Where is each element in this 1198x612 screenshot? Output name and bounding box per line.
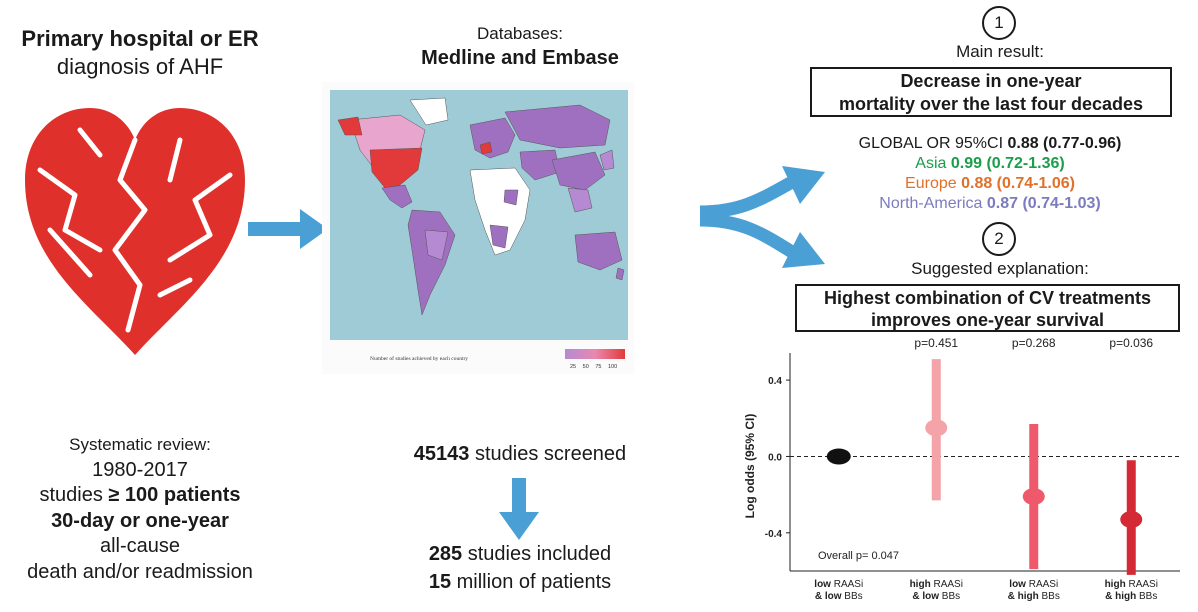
included-text: studies included [462, 543, 611, 565]
europe-label: Europe [905, 175, 961, 192]
suggested-line2: improves one-year survival [797, 309, 1178, 331]
main-result-line1: Decrease in one-year [812, 70, 1170, 93]
category-label: & low BBs [815, 591, 863, 602]
north-america-result: North-America 0.87 (0.74-1.03) [800, 194, 1180, 214]
p-value-label: p=0.451 [914, 336, 958, 350]
p-value-label: p=0.268 [1012, 336, 1056, 350]
category-label: & high BBs [1105, 591, 1157, 602]
odds-ratio-results: GLOBAL OR 95%CI 0.88 (0.77-0.96) Asia 0.… [800, 134, 1180, 214]
patients-count: 15 [429, 571, 451, 593]
review-label: Systematic review: [0, 432, 280, 458]
step-2-badge: 2 [982, 222, 1016, 256]
europe-value: 0.88 (0.74-1.06) [961, 175, 1075, 192]
included-count: 285 [429, 543, 462, 565]
studies-screened: 45143 studies screened [340, 443, 700, 466]
map-legend-colorbar [565, 349, 625, 359]
estimate-point [925, 419, 947, 436]
broken-heart-icon [20, 100, 250, 360]
main-result-box: Decrease in one-year mortality over the … [810, 67, 1172, 117]
estimate-point [827, 448, 851, 464]
y-tick-label: 0.0 [768, 452, 782, 463]
screened-text: studies screened [469, 443, 626, 465]
arrow-right-icon [248, 207, 328, 251]
category-label: high RAASi [910, 579, 963, 590]
category-label: & low BBs [912, 591, 960, 602]
review-patients-bold: ≥ 100 patients [108, 484, 240, 506]
category-label: low RAASi [1009, 579, 1058, 590]
p-value-label: p=0.036 [1109, 336, 1153, 350]
patients-text: million of patients [451, 571, 611, 593]
y-tick-label: 0.4 [768, 376, 782, 387]
map-legend-tick: 50 [583, 364, 589, 370]
estimate-point [1023, 488, 1045, 505]
patients-line: 15 million of patients [340, 568, 700, 596]
screened-count: 45143 [414, 443, 470, 465]
studies-included: 285 studies included 15 million of patie… [340, 540, 700, 596]
y-axis-label: Log odds (95% CI) [743, 414, 757, 519]
map-legend-title: Number of studies achieved by each count… [370, 356, 468, 362]
overall-p-annotation: Overall p= 0.047 [818, 550, 899, 562]
estimate-point [1120, 511, 1142, 528]
asia-result: Asia 0.99 (0.72-1.36) [800, 154, 1180, 174]
map-legend-ticks: 25 50 75 100 [570, 364, 630, 370]
review-outcome: death and/or readmission [0, 560, 280, 586]
global-label: GLOBAL OR 95%CI [859, 135, 1008, 152]
asia-label: Asia [915, 155, 951, 172]
main-result-line2: mortality over the last four decades [812, 93, 1170, 116]
map-legend-tick: 100 [608, 364, 617, 370]
europe-result: Europe 0.88 (0.74-1.06) [800, 174, 1180, 194]
suggested-line1: Highest combination of CV treatments [797, 287, 1178, 309]
global-value: 0.88 (0.77-0.96) [1007, 135, 1121, 152]
category-label: & high BBs [1008, 591, 1060, 602]
asia-value: 0.99 (0.72-1.36) [951, 155, 1065, 172]
review-patients: studies ≥ 100 patients [0, 483, 280, 509]
y-tick-label: -0.4 [765, 529, 783, 540]
review-patients-prefix: studies [39, 484, 108, 506]
included-line: 285 studies included [340, 540, 700, 568]
main-result-label: Main result: [840, 42, 1160, 62]
step-1-badge: 1 [982, 6, 1016, 40]
map-legend-tick: 25 [570, 364, 576, 370]
systematic-review-criteria: Systematic review: 1980-2017 studies ≥ 1… [0, 432, 280, 585]
left-title: Primary hospital or ER diagnosis of AHF [10, 25, 270, 81]
map-legend-tick: 75 [595, 364, 601, 370]
north-america-value: 0.87 (0.74-1.03) [987, 195, 1101, 212]
databases-label: Databases: [340, 22, 700, 46]
left-title-line2: diagnosis of AHF [10, 53, 270, 81]
suggested-label: Suggested explanation: [860, 259, 1140, 279]
arrow-down-icon [497, 478, 541, 540]
review-years: 1980-2017 [0, 458, 280, 484]
suggested-box: Highest combination of CV treatments imp… [795, 284, 1180, 332]
databases-title: Databases: Medline and Embase [340, 22, 700, 70]
left-title-line1: Primary hospital or ER [10, 25, 270, 53]
category-label: high RAASi [1105, 579, 1158, 590]
global-result: GLOBAL OR 95%CI 0.88 (0.77-0.96) [800, 134, 1180, 154]
review-followup: 30-day or one-year [0, 509, 280, 535]
world-map [330, 90, 628, 340]
review-cause: all-cause [0, 534, 280, 560]
databases-names: Medline and Embase [340, 46, 700, 70]
category-label: low RAASi [814, 579, 863, 590]
north-america-label: North-America [879, 195, 987, 212]
